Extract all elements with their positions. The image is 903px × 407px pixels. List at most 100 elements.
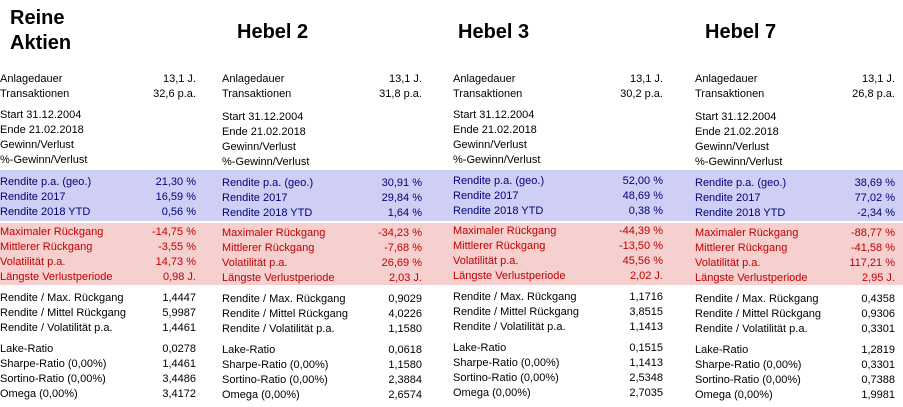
metric-label: Rendite / Volatilität p.a. [222,323,335,335]
metric-value: -3,55 % [158,241,196,253]
metric-label: Rendite p.a. (geo.) [453,175,545,187]
metric-label: Mittlerer Rückgang [453,240,546,252]
metric-value: -2,34 % [857,207,895,219]
metric-row-rendite-geo: Rendite p.a. (geo.) 21,30 % [0,175,196,190]
metric-row-rendite-geo: Rendite p.a. (geo.) 38,69 % [695,176,895,191]
metric-row-start: Start 31.12.2004 [0,108,196,123]
strategy-column: Hebel 2 Anlagedauer 13,1 J. Transaktionen 31… [222,0,422,407]
metric-value: 1,9981 [861,389,895,401]
metric-value: 0,9029 [388,293,422,305]
metric-value: -41,58 % [850,242,895,254]
metric-value: 21,30 % [155,176,196,188]
metric-value: 16,59 % [155,191,196,203]
metric-label: Sortino-Ratio (0,00%) [0,373,106,385]
metric-row-pgewinn: %-Gewinn/Verlust [0,153,196,168]
metric-row-rendite-2017: Rendite 2017 48,69 % [453,189,663,204]
column-heading: Hebel 2 [237,21,309,43]
metric-label: Rendite / Mittel Rückgang [695,308,821,320]
metric-row-r-mittel: Rendite / Mittel Rückgang 0,9306 [695,307,895,322]
metric-label: Start 31.12.2004 [222,111,304,123]
metric-label: Ende 21.02.2018 [695,126,779,138]
metric-row-lake: Lake-Ratio 1,2819 [695,343,895,358]
column-heading: Hebel 3 [458,21,530,43]
strategy-column: Reine Aktien Anlagedauer 13,1 J. Transaktio… [0,0,196,407]
metric-label: Rendite / Mittel Rückgang [222,308,348,320]
metric-label: Rendite p.a. (geo.) [222,177,314,189]
metric-value: 5,9987 [162,307,196,319]
metric-row-sortino: Sortino-Ratio (0,00%) 3,4486 [0,372,196,387]
metric-row-rendite-geo: Rendite p.a. (geo.) 30,91 % [222,176,422,191]
metric-row-start: Start 31.12.2004 [222,110,422,125]
metric-label: Ende 21.02.2018 [222,126,306,138]
metric-value: 29,84 % [381,192,422,204]
metric-label: Lake-Ratio [0,343,54,355]
metric-row-anlagedauer: Anlagedauer 13,1 J. [222,72,422,87]
metric-value: 2,3884 [388,374,422,386]
metric-label: Rendite / Max. Rückgang [695,293,819,305]
column-heading: Hebel 7 [705,21,777,43]
metric-label: Rendite / Max. Rückgang [222,293,346,305]
metric-value: 32,6 p.a. [153,88,196,100]
metric-label: Mittlerer Rückgang [0,241,93,253]
metric-row-mittl-rueck: Mittlerer Rückgang -7,68 % [222,241,422,256]
metric-label: %-Gewinn/Verlust [222,156,310,168]
metric-row-rendite-ytd: Rendite 2018 YTD 0,38 % [453,204,663,219]
metric-label: Rendite 2017 [0,191,66,203]
metric-label: Maximaler Rückgang [695,227,799,239]
metric-row-volat: Volatilität p.a. 117,21 % [695,256,895,271]
metric-row-volat: Volatilität p.a. 26,69 % [222,256,422,271]
metric-label: Sharpe-Ratio (0,00%) [0,358,107,370]
metric-label: Transaktionen [222,88,292,100]
metric-row-sharpe: Sharpe-Ratio (0,00%) 1,1413 [453,356,663,371]
metric-value: 26,8 p.a. [852,88,895,100]
metric-value: 13,1 J. [629,73,663,85]
metric-value: 0,1515 [629,342,663,354]
metric-row-rendite-geo: Rendite p.a. (geo.) 52,00 % [453,174,663,189]
metric-value: 3,4172 [162,388,196,400]
column-heading: Reine Aktien [10,7,72,54]
strategy-column: Hebel 7 Anlagedauer 13,1 J. Transaktionen 26… [695,0,895,407]
metric-label: Maximaler Rückgang [222,227,326,239]
metric-value: 14,73 % [155,256,196,268]
metric-label: %-Gewinn/Verlust [695,156,783,168]
metric-row-sortino: Sortino-Ratio (0,00%) 2,5348 [453,371,663,386]
metric-label: Lake-Ratio [222,344,276,356]
metric-value: 1,1413 [629,321,663,333]
metric-row-pgewinn: %-Gewinn/Verlust [222,155,422,170]
metric-row-mittl-rueck: Mittlerer Rückgang -13,50 % [453,239,663,254]
metric-row-verlust: Längste Verlustperiode 2,03 J. [222,271,422,286]
metric-value: -13,50 % [618,240,663,252]
metric-label: Rendite 2017 [695,192,761,204]
metric-row-rendite-ytd: Rendite 2018 YTD 0,56 % [0,205,196,220]
metric-row-ende: Ende 21.02.2018 [0,123,196,138]
metric-row-rendite-2017: Rendite 2017 29,84 % [222,191,422,206]
metric-row-sortino: Sortino-Ratio (0,00%) 2,3884 [222,373,422,388]
metric-value: 0,56 % [161,206,196,218]
metric-label: Sortino-Ratio (0,00%) [222,374,328,386]
metric-row-transaktionen: Transaktionen 32,6 p.a. [0,87,196,102]
metric-label: Volatilität p.a. [453,255,519,267]
metric-row-r-max: Rendite / Max. Rückgang 1,1716 [453,290,663,305]
metric-row-ende: Ende 21.02.2018 [222,125,422,140]
metric-value: 1,4461 [162,322,196,334]
metric-row-pgewinn: %-Gewinn/Verlust [453,153,663,168]
metric-label: Längste Verlustperiode [0,271,113,283]
metric-row-omega: Omega (0,00%) 3,4172 [0,387,196,402]
metric-value: 0,9306 [861,308,895,320]
metric-label: Volatilität p.a. [695,257,761,269]
metric-row-r-vol: Rendite / Volatilität p.a. 1,1413 [453,320,663,335]
metric-row-r-max: Rendite / Max. Rückgang 0,4358 [695,292,895,307]
metric-value: 2,95 J. [861,272,895,284]
metric-row-lake: Lake-Ratio 0,1515 [453,341,663,356]
metric-row-max-rueck: Maximaler Rückgang -14,75 % [0,225,196,240]
metric-label: Omega (0,00%) [453,387,531,399]
metric-value: 1,2819 [861,344,895,356]
metric-value: -44,39 % [618,225,663,237]
metric-value: 26,69 % [381,257,422,269]
metric-row-transaktionen: Transaktionen 31,8 p.a. [222,87,422,102]
metric-value: 0,0278 [162,343,196,355]
metric-value: 1,1580 [388,359,422,371]
metric-row-gewinn: Gewinn/Verlust [0,138,196,153]
metric-row-volat: Volatilität p.a. 45,56 % [453,254,663,269]
metric-label: Transaktionen [453,88,523,100]
